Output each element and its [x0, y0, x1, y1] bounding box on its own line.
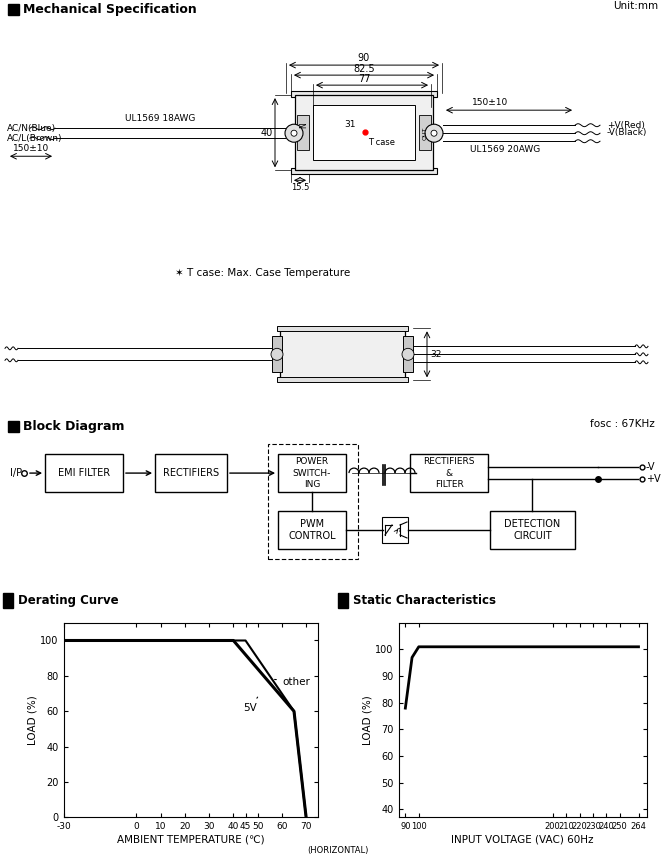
X-axis label: AMBIENT TEMPERATURE (℃): AMBIENT TEMPERATURE (℃)	[117, 834, 265, 844]
Text: UL1569 18AWG: UL1569 18AWG	[125, 114, 195, 123]
Text: Mechanical Specification: Mechanical Specification	[23, 3, 197, 16]
X-axis label: INPUT VOLTAGE (VAC) 60Hz: INPUT VOLTAGE (VAC) 60Hz	[452, 834, 594, 844]
Y-axis label: LOAD (%): LOAD (%)	[362, 695, 373, 745]
Bar	[382, 517, 408, 543]
Text: AC/L(Brown): AC/L(Brown)	[7, 134, 62, 143]
Circle shape	[271, 349, 283, 361]
Bar	[3, 593, 13, 608]
Text: -V(Black): -V(Black)	[607, 128, 647, 137]
Text: 32: 32	[430, 349, 442, 359]
Circle shape	[431, 131, 437, 136]
Text: RECTIFIERS
&
FILTER: RECTIFIERS & FILTER	[423, 458, 475, 489]
Bar	[419, 115, 431, 151]
Text: +V(Red): +V(Red)	[607, 121, 645, 130]
Bar	[291, 91, 437, 97]
Text: 77: 77	[358, 74, 371, 84]
Text: T case: T case	[368, 138, 395, 147]
Text: 5V: 5V	[243, 697, 258, 714]
Bar	[272, 336, 282, 372]
Bar	[45, 454, 123, 492]
Text: N: N	[299, 122, 308, 128]
Bar	[8, 421, 19, 432]
Text: 82.5: 82.5	[353, 64, 375, 74]
Bar	[268, 444, 358, 559]
Text: PWM
CONTROL: PWM CONTROL	[288, 519, 336, 541]
Text: -V: -V	[646, 463, 655, 472]
Text: I/P: I/P	[10, 468, 22, 478]
Text: DETECTION
CIRCUIT: DETECTION CIRCUIT	[505, 519, 561, 541]
Text: ✶ T case: Max. Case Temperature: ✶ T case: Max. Case Temperature	[175, 268, 350, 279]
Text: 31: 31	[344, 120, 356, 129]
Bar	[277, 377, 408, 382]
Text: Static Characteristics: Static Characteristics	[354, 593, 496, 607]
Bar	[338, 593, 348, 608]
Circle shape	[425, 125, 443, 142]
Text: (HORIZONTAL): (HORIZONTAL)	[308, 846, 369, 855]
Text: Derating Curve: Derating Curve	[19, 593, 119, 607]
Bar	[155, 454, 227, 492]
Circle shape	[402, 349, 414, 361]
Circle shape	[285, 125, 303, 142]
Bar	[278, 454, 346, 492]
Bar	[280, 329, 405, 381]
Text: EMI FILTER: EMI FILTER	[58, 468, 110, 478]
Bar	[277, 326, 408, 331]
Text: OUT: OUT	[423, 126, 427, 140]
Text: 150±10: 150±10	[13, 144, 49, 153]
Bar	[295, 95, 433, 170]
Text: other: other	[275, 676, 310, 687]
Bar	[403, 336, 413, 372]
Bar	[313, 106, 415, 160]
Circle shape	[291, 131, 297, 136]
Text: POWER
SWITCH-
ING: POWER SWITCH- ING	[293, 458, 331, 489]
Bar	[297, 115, 309, 151]
Text: 150±10: 150±10	[472, 98, 508, 107]
Text: 15.5: 15.5	[291, 183, 309, 192]
Text: Block Diagram: Block Diagram	[23, 420, 125, 433]
Bar	[410, 454, 488, 492]
Text: AC/N(Blue): AC/N(Blue)	[7, 124, 56, 132]
Bar	[278, 511, 346, 549]
Text: RECTIFIERS: RECTIFIERS	[163, 468, 219, 478]
Bar	[490, 511, 575, 549]
Text: UL1569 20AWG: UL1569 20AWG	[470, 145, 540, 154]
Text: 90: 90	[358, 53, 370, 63]
Text: +V: +V	[646, 474, 661, 484]
Bar	[291, 169, 437, 174]
Text: Unit:mm: Unit:mm	[613, 1, 658, 11]
Text: fosc : 67KHz: fosc : 67KHz	[590, 420, 655, 429]
Bar	[8, 4, 19, 15]
Y-axis label: LOAD (%): LOAD (%)	[27, 695, 38, 745]
Text: 40: 40	[261, 128, 273, 138]
